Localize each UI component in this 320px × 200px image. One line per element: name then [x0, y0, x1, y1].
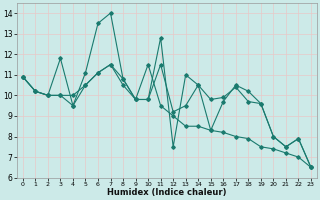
X-axis label: Humidex (Indice chaleur): Humidex (Indice chaleur) [107, 188, 227, 197]
